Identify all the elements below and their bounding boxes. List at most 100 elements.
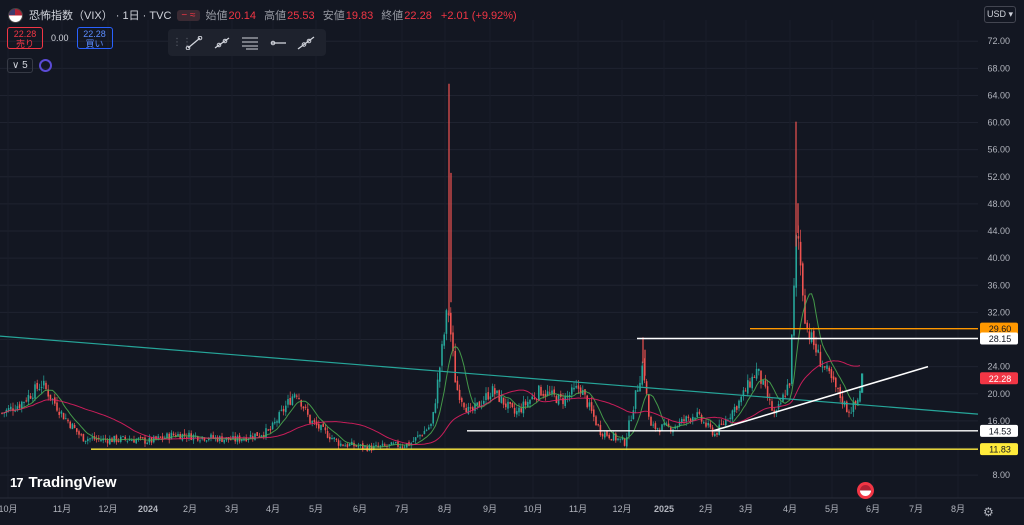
candle-body <box>450 312 452 335</box>
parallel-lines-icon[interactable] <box>238 33 262 53</box>
candle-body <box>665 423 668 425</box>
candle-body <box>500 396 503 403</box>
candle-body <box>381 443 384 446</box>
candle-body <box>373 445 375 451</box>
horizontal-ray-icon[interactable] <box>266 33 290 53</box>
candle-body <box>1 412 3 414</box>
candle-body <box>590 402 593 411</box>
candle-body <box>819 351 822 367</box>
candle-body <box>458 389 461 400</box>
x-tick-label: 7月 <box>909 504 923 514</box>
candle-body <box>472 407 474 411</box>
candle-body <box>419 434 421 437</box>
last-candle <box>861 373 864 393</box>
candle-body <box>485 393 487 401</box>
candle-body <box>271 422 274 430</box>
candle-body <box>16 406 19 411</box>
candle-body <box>87 438 89 442</box>
candle-body <box>289 397 291 405</box>
y-tick-label: 16.00 <box>987 416 1010 426</box>
candle-body <box>296 395 298 397</box>
settings-gear-icon[interactable]: ⚙ <box>983 505 994 519</box>
candle-body <box>337 440 340 446</box>
candle-body <box>753 376 756 378</box>
sell-button[interactable]: 22.28 売り <box>7 27 43 49</box>
candle-body <box>469 407 472 409</box>
economic-event-icon[interactable] <box>857 482 874 499</box>
candle-body <box>535 399 538 401</box>
candle-body <box>736 406 738 410</box>
tradingview-mark-icon: 17 <box>10 475 24 490</box>
y-tick-label: 24.00 <box>987 362 1010 372</box>
grid <box>0 20 978 498</box>
candle-body <box>23 401 25 403</box>
candle-body <box>131 440 133 442</box>
candle-body <box>318 424 320 429</box>
candle-body <box>502 397 505 405</box>
candle-body <box>161 436 164 439</box>
candle-body <box>388 444 390 446</box>
drawing-toolbar: ⋮⋮ <box>168 29 326 56</box>
candle-body <box>678 421 681 427</box>
x-tick-label: 2月 <box>699 504 713 514</box>
currency-selector[interactable]: USD ▾ <box>984 6 1016 23</box>
indicator-settings-icon[interactable] <box>38 59 52 72</box>
candle-body <box>619 438 621 440</box>
drag-handle-icon[interactable]: ⋮⋮ <box>172 37 192 48</box>
x-axis: 10月 11月 12月 2024 2月 3月 4月 5月 6月 7月 8月 9月 10月 11月 12月 20… <box>0 497 1024 514</box>
candle-body <box>516 411 518 415</box>
candle-body <box>432 411 434 424</box>
candle-body <box>168 433 170 440</box>
candle-body <box>406 443 408 448</box>
candle-body <box>599 424 602 436</box>
candle-body <box>467 406 470 414</box>
candle-body <box>612 433 615 441</box>
candle-body <box>62 413 65 420</box>
candle-body <box>749 381 751 388</box>
candle-body <box>518 407 520 413</box>
candle-body <box>254 433 256 440</box>
candle-body <box>403 446 406 448</box>
candle-body <box>175 435 177 437</box>
candle-body <box>263 435 265 437</box>
symbol-title[interactable]: 恐怖指数（VIX） · 1日 · TVC <box>29 10 172 22</box>
candle-body <box>135 439 137 444</box>
x-tick-label: 3月 <box>739 504 753 514</box>
indicators-toggle: ∨ 5 <box>7 58 52 73</box>
candle-body <box>828 367 830 372</box>
market-status-icon[interactable]: − ≈ <box>177 9 200 21</box>
candle-body <box>40 386 43 388</box>
candle-body <box>205 440 208 442</box>
ray-icon[interactable] <box>210 33 234 53</box>
price-marker-label: 14.53 <box>989 426 1012 436</box>
indicator-count-button[interactable]: ∨ 5 <box>7 58 33 73</box>
x-tick-label: 8月 <box>438 504 452 514</box>
candle-body <box>832 376 835 380</box>
candle-body <box>692 416 694 421</box>
candle-body <box>71 423 74 430</box>
candle-body <box>747 380 749 394</box>
candle-body <box>540 386 542 396</box>
candle-body <box>604 432 606 438</box>
sma-short-line <box>1 293 861 448</box>
candle-body <box>7 408 10 412</box>
candle-body <box>126 440 129 442</box>
candle-body <box>584 389 586 395</box>
buy-button[interactable]: 22.28 買い <box>76 27 113 49</box>
y-tick-label: 8.00 <box>992 470 1010 480</box>
candle-body <box>412 441 415 443</box>
extended-line-icon[interactable] <box>294 33 318 53</box>
candle-body <box>766 386 769 399</box>
candle-body <box>276 421 278 423</box>
symbol-header: 恐怖指数（VIX） · 1日 · TVC − ≈ 始値20.14 高値25.53… <box>8 6 522 24</box>
candle-body <box>348 443 351 447</box>
candle-body <box>89 438 91 440</box>
trend-line-icon[interactable] <box>182 33 206 53</box>
us-flag-icon <box>8 7 23 23</box>
candle-body <box>199 440 201 442</box>
x-tick-label: 5月 <box>309 504 323 514</box>
candle-body <box>760 370 762 384</box>
price-marker-label: 22.28 <box>989 374 1012 384</box>
candle-body <box>47 389 49 397</box>
